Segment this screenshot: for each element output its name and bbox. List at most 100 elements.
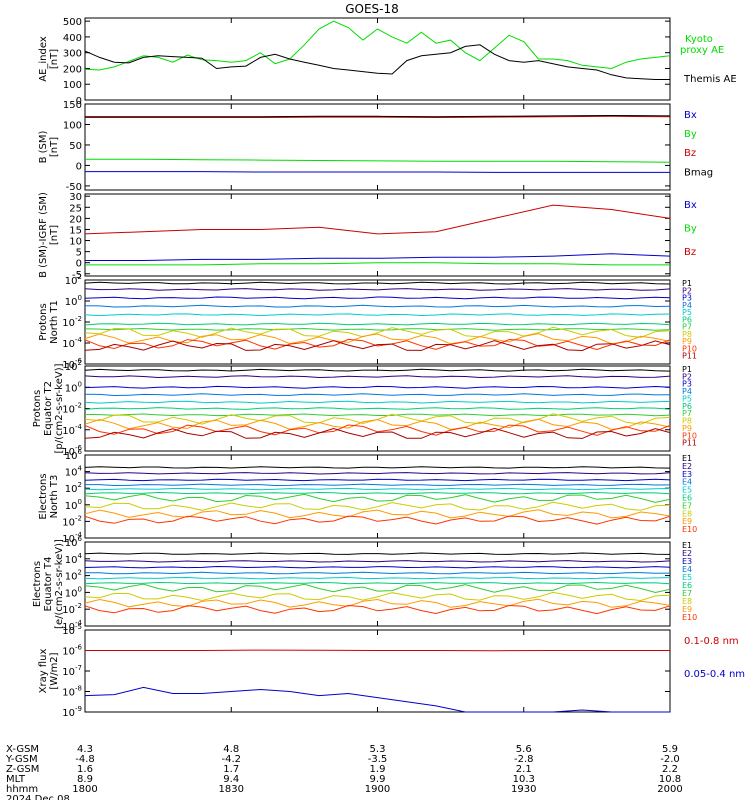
ytick-label: 102: [65, 273, 82, 287]
legend-entry: E3: [682, 470, 692, 479]
panel-2: -50 0 50 100 150 B (SM) [nT] Bx By Bz Bmag: [38, 100, 713, 193]
legend-entry: E6: [682, 581, 692, 590]
series-line: [84, 326, 671, 338]
footer-date: 2024 Dec 08: [6, 794, 70, 800]
ytick-label: 10-2: [62, 514, 82, 528]
footer-row-label: MLT: [6, 774, 26, 785]
legend-entry: P6: [682, 402, 692, 411]
ytick-label: 10-8: [62, 685, 82, 699]
series-line: [85, 649, 670, 652]
footer-value: -2.0: [660, 754, 680, 765]
footer-row-label: X-GSM: [6, 744, 39, 755]
ytick-label: 500: [63, 17, 82, 28]
footer-value: 2.2: [662, 764, 678, 775]
legend-entry: E1: [682, 454, 692, 463]
footer-value: -3.5: [368, 754, 388, 765]
ytick-label: 106: [65, 448, 83, 462]
series-line: [84, 327, 671, 331]
series-line: [84, 509, 671, 519]
ytick-label: -5: [72, 270, 82, 281]
legend-entry: P2: [682, 286, 692, 295]
ytick-label: 0: [76, 161, 82, 172]
ylabel: [W/m2]: [49, 652, 60, 689]
series-line: [85, 483, 671, 487]
legend-entry: P4: [682, 301, 692, 310]
legend-entry: P4: [682, 387, 692, 396]
ylabel: [nT]: [49, 225, 60, 245]
legend-entry: E9: [682, 605, 692, 614]
legend-entry: E2: [682, 462, 692, 471]
series-line: [84, 413, 671, 417]
legend-entry: E8: [682, 509, 692, 518]
ytick-label: -50: [66, 182, 82, 193]
series-line: [84, 604, 671, 615]
ytick-label: 0: [76, 96, 82, 107]
footer-value: 1830: [219, 784, 244, 795]
footer-row-label: Z-GSM: [6, 764, 39, 775]
series-line: [84, 44, 670, 80]
series-line: [84, 338, 671, 351]
legend-entry: E7: [682, 589, 692, 598]
footer-value: -2.8: [514, 754, 534, 765]
footer-value: 1930: [511, 784, 536, 795]
legend-entry: P1: [682, 365, 692, 374]
legend-entry: E6: [682, 494, 692, 503]
ytick-label: 25: [69, 203, 82, 214]
series-line: [85, 262, 670, 266]
ytick-label: 10-6: [62, 644, 82, 658]
footer-value: 1.6: [77, 764, 93, 775]
ytick-label: 0: [76, 259, 82, 270]
footer-row-label: hhmm: [6, 784, 38, 795]
legend-entry: E2: [682, 549, 692, 558]
ytick-label: 104: [65, 552, 83, 566]
footer-value: 8.9: [77, 774, 93, 785]
series-line: [85, 115, 671, 119]
series-line: [84, 375, 671, 379]
series-line: [84, 515, 671, 525]
series-line: [84, 598, 671, 608]
ytick-label: 10-2: [62, 602, 82, 616]
ylabel: Xray flux: [38, 649, 49, 694]
footer-value: 2000: [657, 784, 682, 795]
series-line: [84, 686, 670, 713]
series-line: [84, 385, 671, 389]
legend-entry: E5: [682, 486, 692, 495]
legend-entry: E4: [682, 565, 692, 574]
series-line: [84, 583, 671, 594]
legend-entry: By: [684, 129, 697, 140]
legend-entry: E9: [682, 517, 692, 526]
footer-value: 1800: [72, 784, 97, 795]
footer-value: 5.6: [516, 744, 532, 755]
panel-8: 10-9 10-8 10-7 10-6 10-5 Xray flux [W/m2] 0.1-0…: [38, 623, 745, 719]
footer-row-label: Y-GSM: [5, 754, 38, 765]
series-line: [84, 20, 671, 71]
legend-entry: E3: [682, 557, 692, 566]
ylabel: AE_index: [38, 36, 49, 82]
footer-value: 2.1: [516, 764, 532, 775]
series-line: [84, 472, 671, 475]
series-line: [84, 552, 671, 555]
legend-entry: Themis AE: [683, 74, 737, 85]
series-line: [84, 313, 671, 317]
footer-value: 10.3: [513, 774, 535, 785]
ytick-label: 102: [65, 569, 82, 583]
series-line: [84, 340, 671, 352]
ytick-label: 10-5: [62, 623, 82, 637]
ytick-label: 100: [65, 498, 82, 512]
ytick-label: 50: [69, 141, 82, 152]
series-line: [85, 114, 671, 118]
ytick-label: 10-2: [62, 315, 82, 329]
panel-frame: [84, 279, 671, 365]
ytick-label: 10: [69, 237, 82, 248]
ytick-label: 10-9: [62, 705, 82, 719]
legend-entry: P6: [682, 315, 692, 324]
legend-entry: P3: [682, 294, 692, 303]
legend-entry: E10: [682, 525, 697, 534]
ylabel: [nT]: [49, 49, 60, 69]
series-line: [84, 368, 671, 372]
